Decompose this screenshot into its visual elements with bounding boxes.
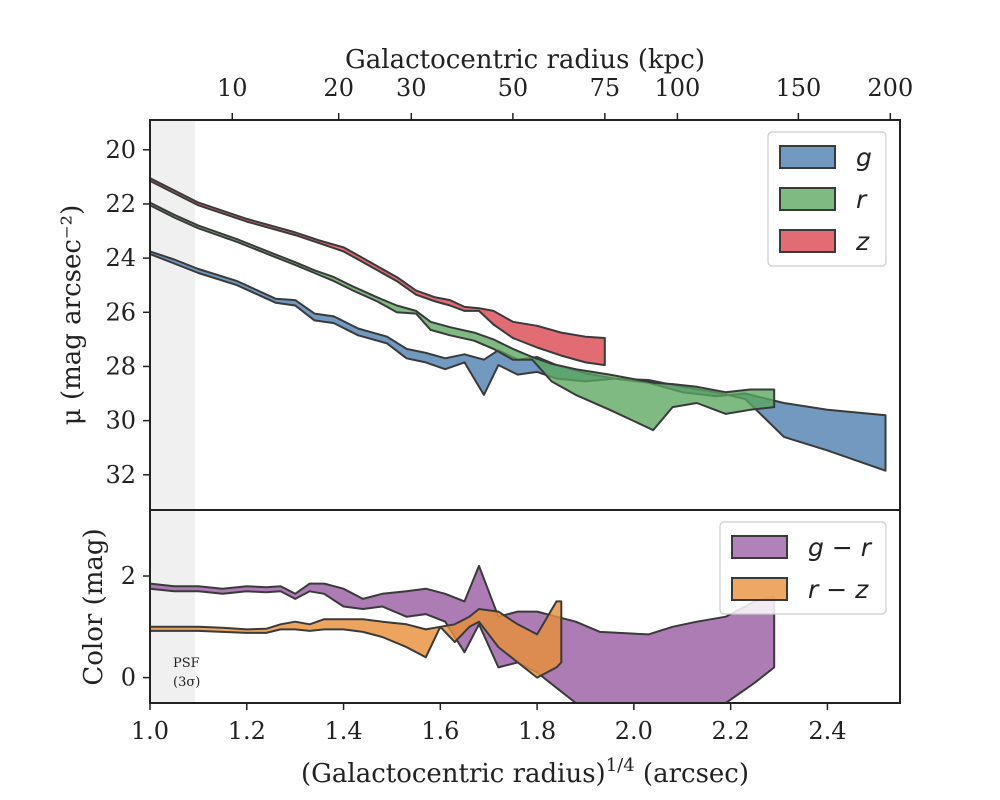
legend-swatch-g-r (731, 535, 788, 559)
x-tick-label: 2.2 (712, 717, 750, 745)
legend-label-g-r: g − r (808, 533, 873, 562)
top-x-tick-label: 75 (590, 74, 621, 102)
x-tick-label: 1.4 (324, 717, 362, 745)
area-z (150, 177, 606, 367)
top-x-tick-label: 200 (867, 74, 913, 102)
legend-swatch-g (779, 145, 836, 169)
x-tick-label: 1.6 (421, 717, 459, 745)
x-tick-label: 2.4 (808, 717, 846, 745)
top-x-tick-label: 10 (217, 74, 248, 102)
y-tick-label: 30 (105, 407, 136, 435)
y-tick-label: 20 (105, 136, 136, 164)
x-axis-label-main: (Galactocentric radius) (301, 759, 606, 789)
y-tick-label: 24 (105, 244, 136, 272)
top-x-tick-label: 150 (775, 74, 821, 102)
x-axis-label-unit: (arcsec) (635, 759, 749, 789)
top-x-tick-label: 20 (323, 74, 354, 102)
surface-brightness-areas (150, 177, 887, 472)
psf-label-line1: PSF (173, 656, 200, 671)
psf-shade-top (150, 120, 195, 510)
bottom-y-axis-label: Color (mag) (79, 528, 109, 685)
top-x-tick-label: 30 (396, 74, 427, 102)
bottom-y-axis: 02 (121, 562, 150, 692)
color-legend: g − r r − z (719, 521, 887, 615)
surface-brightness-legend: grz (767, 131, 887, 267)
bottom-panel-frame (149, 509, 901, 704)
top-y-axis: 20 22 24 26 28 30 32 (105, 136, 150, 489)
legend-swatch-r-z (731, 577, 788, 601)
top-x-axis: 10 20 30 50 75 100 150 200 (217, 74, 913, 120)
legend-label-z: z (855, 227, 870, 256)
psf-label-line2: (3σ) (173, 675, 200, 690)
y-tick-label: 2 (121, 562, 136, 590)
y-tick-label: 28 (105, 352, 136, 380)
legend-label-r-z: r − z (808, 575, 869, 604)
x-tick-label: 2.0 (615, 717, 653, 745)
area-g (150, 250, 887, 472)
area-r (150, 201, 776, 432)
top-x-tick-label: 100 (655, 74, 701, 102)
x-tick-label: 1.8 (518, 717, 556, 745)
y-tick-label: 26 (105, 298, 136, 326)
bottom-x-axis-label: (Galactocentric radius)1/4 (arcsec) (301, 755, 749, 789)
bottom-x-axis: 1.0 1.2 1.4 1.6 1.8 2.0 2.2 2.4 (131, 703, 847, 745)
legend-swatch-z (779, 229, 836, 253)
surface-brightness-panel: 20 22 24 26 28 30 32 10 20 30 50 75 100 150 200 Galac… (57, 45, 913, 511)
y-tick-label: 22 (105, 190, 136, 218)
color-panel: 02 1.0 1.2 1.4 1.6 1.8 2.0 2.2 2.4 PSF (3σ) Col… (79, 509, 901, 789)
x-tick-label: 1.0 (131, 717, 169, 745)
x-tick-label: 1.2 (228, 717, 266, 745)
x-axis-label-exponent: 1/4 (606, 755, 635, 776)
top-x-tick-label: 50 (498, 74, 529, 102)
legend-swatch-r (779, 187, 836, 211)
color-areas (150, 564, 776, 703)
y-tick-label: 0 (121, 664, 136, 692)
top-y-axis-label: μ (mag arcsec⁻²) (57, 205, 87, 425)
area-r-z (150, 600, 563, 679)
top-x-axis-label: Galactocentric radius (kpc) (345, 45, 705, 75)
legend-label-r: r (856, 185, 868, 214)
y-tick-label: 32 (105, 461, 136, 489)
psf-shade-bottom (150, 510, 195, 703)
legend-label-g: g (856, 143, 872, 172)
